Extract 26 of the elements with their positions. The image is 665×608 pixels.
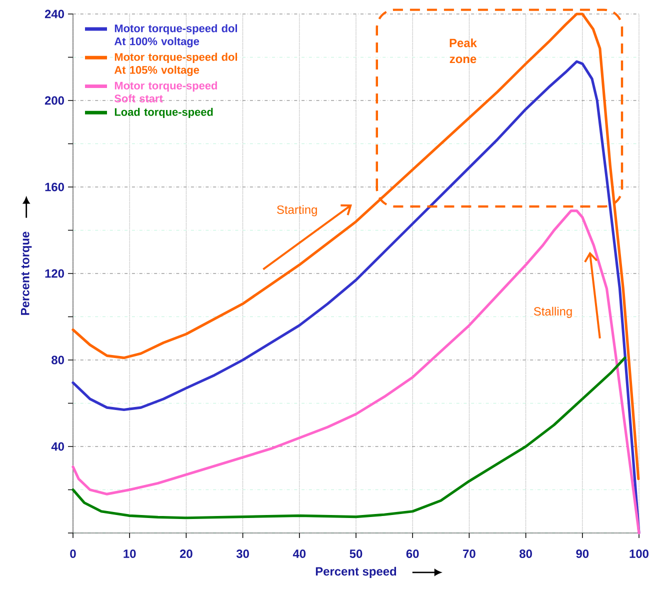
y-tick-label: 40 xyxy=(51,442,64,451)
annotation: Peak zone xyxy=(450,38,477,64)
y-tick-label: 80 xyxy=(52,356,64,364)
x-tick-label: 100 xyxy=(630,550,648,558)
y-tick-label: 200 xyxy=(44,96,64,105)
x-axis-title: Percent speed xyxy=(316,566,396,578)
y-tick-label: 120 xyxy=(45,269,64,278)
legend-label: Motor torque-speed Soft start xyxy=(114,81,217,102)
x-tick-label: 60 xyxy=(406,550,419,558)
x-tick-label: 0 xyxy=(70,550,76,558)
x-tick-label: 70 xyxy=(463,550,476,558)
x-tick-label: 90 xyxy=(576,550,589,558)
x-tick-label: 40 xyxy=(292,550,306,558)
y-tick-label: 160 xyxy=(45,182,64,192)
x-tick-label: 30 xyxy=(236,550,249,558)
y-axis-title: Percent torque xyxy=(20,232,32,315)
x-tick-label: 20 xyxy=(180,550,192,558)
x-tick-label: 80 xyxy=(520,550,532,558)
legend-label: Load torque-speed xyxy=(114,108,213,118)
annotation: Stalling xyxy=(534,306,572,318)
x-tick-label: 10 xyxy=(124,550,136,558)
legend-label: Motor torque-speed dol At 100% voltage xyxy=(114,24,238,48)
x-tick-label: 50 xyxy=(350,550,362,558)
annotation: Starting xyxy=(277,205,317,216)
y-tick-label: 240 xyxy=(44,10,64,18)
legend-label: Motor torque-speed dol At 105% voltage xyxy=(114,52,238,76)
